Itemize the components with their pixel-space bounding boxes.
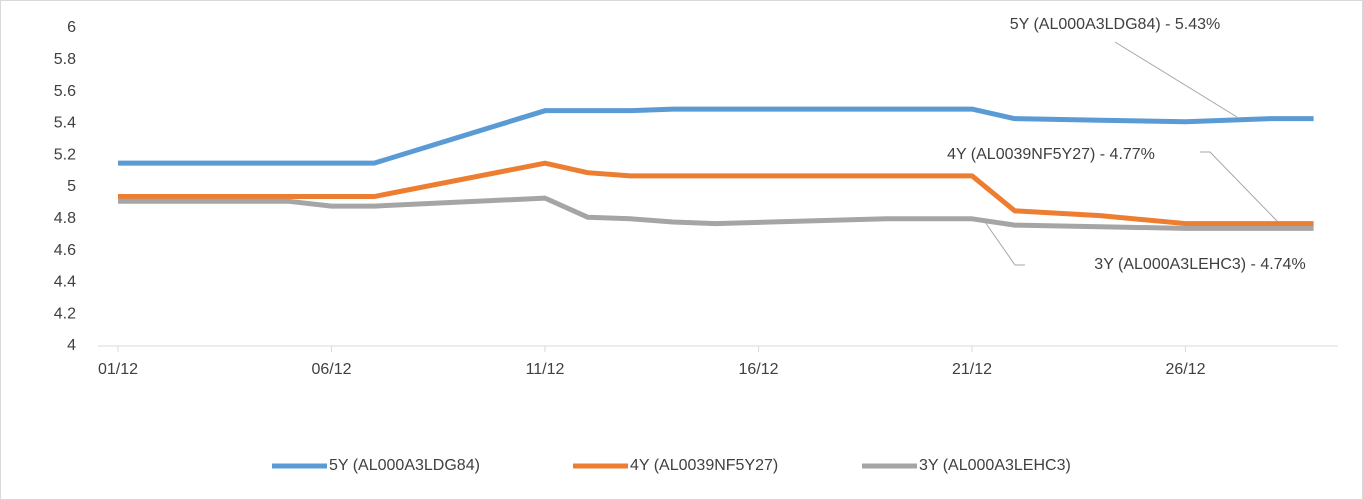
leader-line [1114,41,1238,118]
y-tick-label: 5 [67,178,76,195]
y-tick-label: 4 [67,337,76,354]
y-tick-label: 5.2 [54,146,76,163]
y-tick-label: 4.6 [54,242,76,259]
y-tick-label: 6 [67,19,76,36]
y-tick-label: 4.4 [54,274,76,291]
x-tick-label: 26/12 [1165,361,1205,378]
series-line [118,195,1314,231]
x-tick-label: 06/12 [311,361,351,378]
x-tick-label: 16/12 [738,361,778,378]
x-tick-label: 01/12 [98,361,138,378]
x-tick-label: 21/12 [952,361,992,378]
legend-label: 4Y (AL0039NF5Y27) [630,457,778,474]
annotation: 3Y (AL000A3LEHC3) - 4.74% [1094,256,1305,273]
annotation: 4Y (AL0039NF5Y27) - 4.77% [947,146,1155,163]
series-line [118,160,1314,227]
x-tick-label: 11/12 [526,361,565,378]
legend-label: 3Y (AL000A3LEHC3) [919,457,1071,474]
annotation: 5Y (AL000A3LDG84) - 5.43% [1010,16,1221,33]
series-line [118,106,1314,166]
leader-line [1200,151,1279,223]
legend-label: 5Y (AL000A3LDG84) [329,457,480,474]
y-tick-label: 5.6 [54,83,76,100]
leader-line [984,221,1025,266]
y-tick-label: 5.8 [54,51,76,68]
y-tick-label: 5.4 [54,115,76,132]
y-tick-label: 4.2 [54,305,76,322]
y-tick-label: 4.8 [54,210,76,227]
